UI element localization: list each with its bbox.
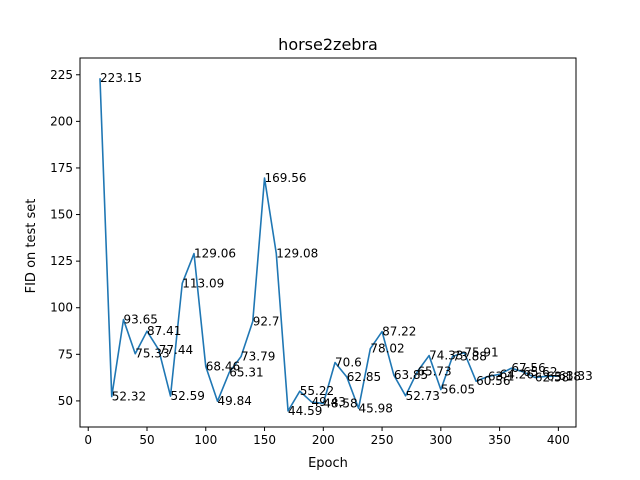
data-label: 45.98: [359, 401, 393, 415]
data-label: 52.73: [406, 389, 440, 403]
x-tick-label: 300: [429, 433, 452, 447]
data-label: 77.44: [159, 343, 193, 357]
plot-area: 0 50 100 150 200 250 300 350 400 50 75 100 125 150 175…: [50, 57, 593, 447]
data-label: 169.56: [265, 171, 307, 185]
data-label: 63.33: [558, 369, 592, 383]
x-tick-label: 250: [371, 433, 394, 447]
data-label: 75.91: [464, 346, 498, 360]
data-label: 87.41: [147, 324, 181, 338]
data-label: 223.15: [100, 71, 142, 85]
data-label: 78.02: [370, 342, 404, 356]
data-label: 49.43: [312, 395, 346, 409]
series-line: [99, 78, 559, 412]
data-label: 65.73: [417, 365, 451, 379]
y-tick-label: 175: [50, 161, 73, 175]
y-tick-label: 225: [50, 68, 73, 82]
chart-title: horse2zebra: [278, 35, 378, 54]
y-tick-label: 125: [50, 254, 73, 268]
y-tick-label: 75: [58, 347, 73, 361]
data-label: 44.59: [288, 404, 322, 418]
axes-frame: [79, 57, 577, 428]
y-tick-label: 150: [50, 208, 73, 222]
data-label: 49.84: [218, 394, 252, 408]
y-tick-label: 100: [50, 301, 73, 315]
data-label: 75.33: [135, 347, 169, 361]
data-label: 52.32: [112, 390, 146, 404]
x-tick-label: 0: [84, 433, 92, 447]
data-label: 73.88: [453, 349, 487, 363]
data-label: 63.1: [488, 369, 515, 383]
x-tick-label: 200: [312, 433, 335, 447]
data-label: 74.33: [429, 349, 463, 363]
data-label: 70.6: [335, 356, 362, 370]
data-label: 93.65: [123, 313, 157, 327]
x-tick-label: 50: [139, 433, 154, 447]
data-label: 63.18: [547, 369, 581, 383]
data-label: 55.22: [300, 384, 334, 398]
x-tick-label: 350: [488, 433, 511, 447]
data-label: 62.58: [535, 370, 569, 384]
data-label: 68.46: [206, 360, 240, 374]
y-axis-label: FID on test set: [24, 199, 39, 294]
y-tick-label: 200: [50, 114, 73, 128]
data-label: 87.22: [382, 325, 416, 339]
data-label: 65.62: [523, 365, 557, 379]
data-label: 65.31: [229, 365, 263, 379]
data-label: 48.58: [323, 397, 357, 411]
data-label: 129.08: [276, 247, 318, 261]
data-label: 129.06: [194, 247, 236, 261]
x-tick-label: 400: [547, 433, 570, 447]
data-label: 73.79: [241, 350, 275, 364]
x-tick-label: 150: [253, 433, 276, 447]
y-tick-label: 50: [58, 394, 73, 408]
data-label: 92.7: [253, 314, 280, 328]
x-axis-label: Epoch: [308, 456, 348, 471]
data-label: 63.85: [394, 368, 428, 382]
data-label: 62.85: [347, 370, 381, 384]
data-label: 52.59: [171, 389, 205, 403]
data-label: 56.05: [441, 383, 475, 397]
x-tick-label: 100: [194, 433, 217, 447]
data-label: 67.56: [511, 361, 545, 375]
data-label: 60.56: [476, 374, 510, 388]
data-label: 64.26: [500, 367, 534, 381]
data-label: 113.09: [182, 276, 224, 290]
